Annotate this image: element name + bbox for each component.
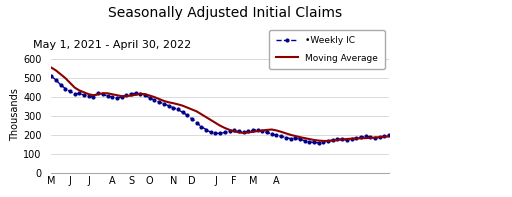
Moving Average — [161, 100, 167, 102]
Line: Moving Average: Moving Average — [51, 68, 389, 141]
•Weekly IC — [315, 142, 322, 144]
Moving Average — [48, 66, 54, 69]
•Weekly IC — [334, 138, 340, 140]
•Weekly IC — [344, 139, 350, 141]
•Weekly IC — [48, 75, 54, 77]
Line: •Weekly IC: •Weekly IC — [50, 75, 391, 144]
Moving Average — [334, 139, 340, 141]
•Weekly IC — [123, 94, 130, 96]
Moving Average — [217, 125, 223, 127]
Text: Seasonally Adjusted Initial Claims: Seasonally Adjusted Initial Claims — [108, 6, 343, 20]
Moving Average — [358, 137, 364, 139]
Moving Average — [123, 95, 130, 97]
•Weekly IC — [358, 136, 364, 138]
•Weekly IC — [161, 103, 167, 105]
Legend: •Weekly IC, Moving Average: •Weekly IC, Moving Average — [269, 30, 385, 69]
Text: May 1, 2021 - April 30, 2022: May 1, 2021 - April 30, 2022 — [33, 40, 191, 50]
Y-axis label: Thousands: Thousands — [10, 88, 20, 141]
•Weekly IC — [386, 134, 392, 136]
Moving Average — [344, 138, 350, 140]
Moving Average — [386, 135, 392, 138]
Moving Average — [321, 140, 327, 142]
•Weekly IC — [217, 132, 223, 135]
